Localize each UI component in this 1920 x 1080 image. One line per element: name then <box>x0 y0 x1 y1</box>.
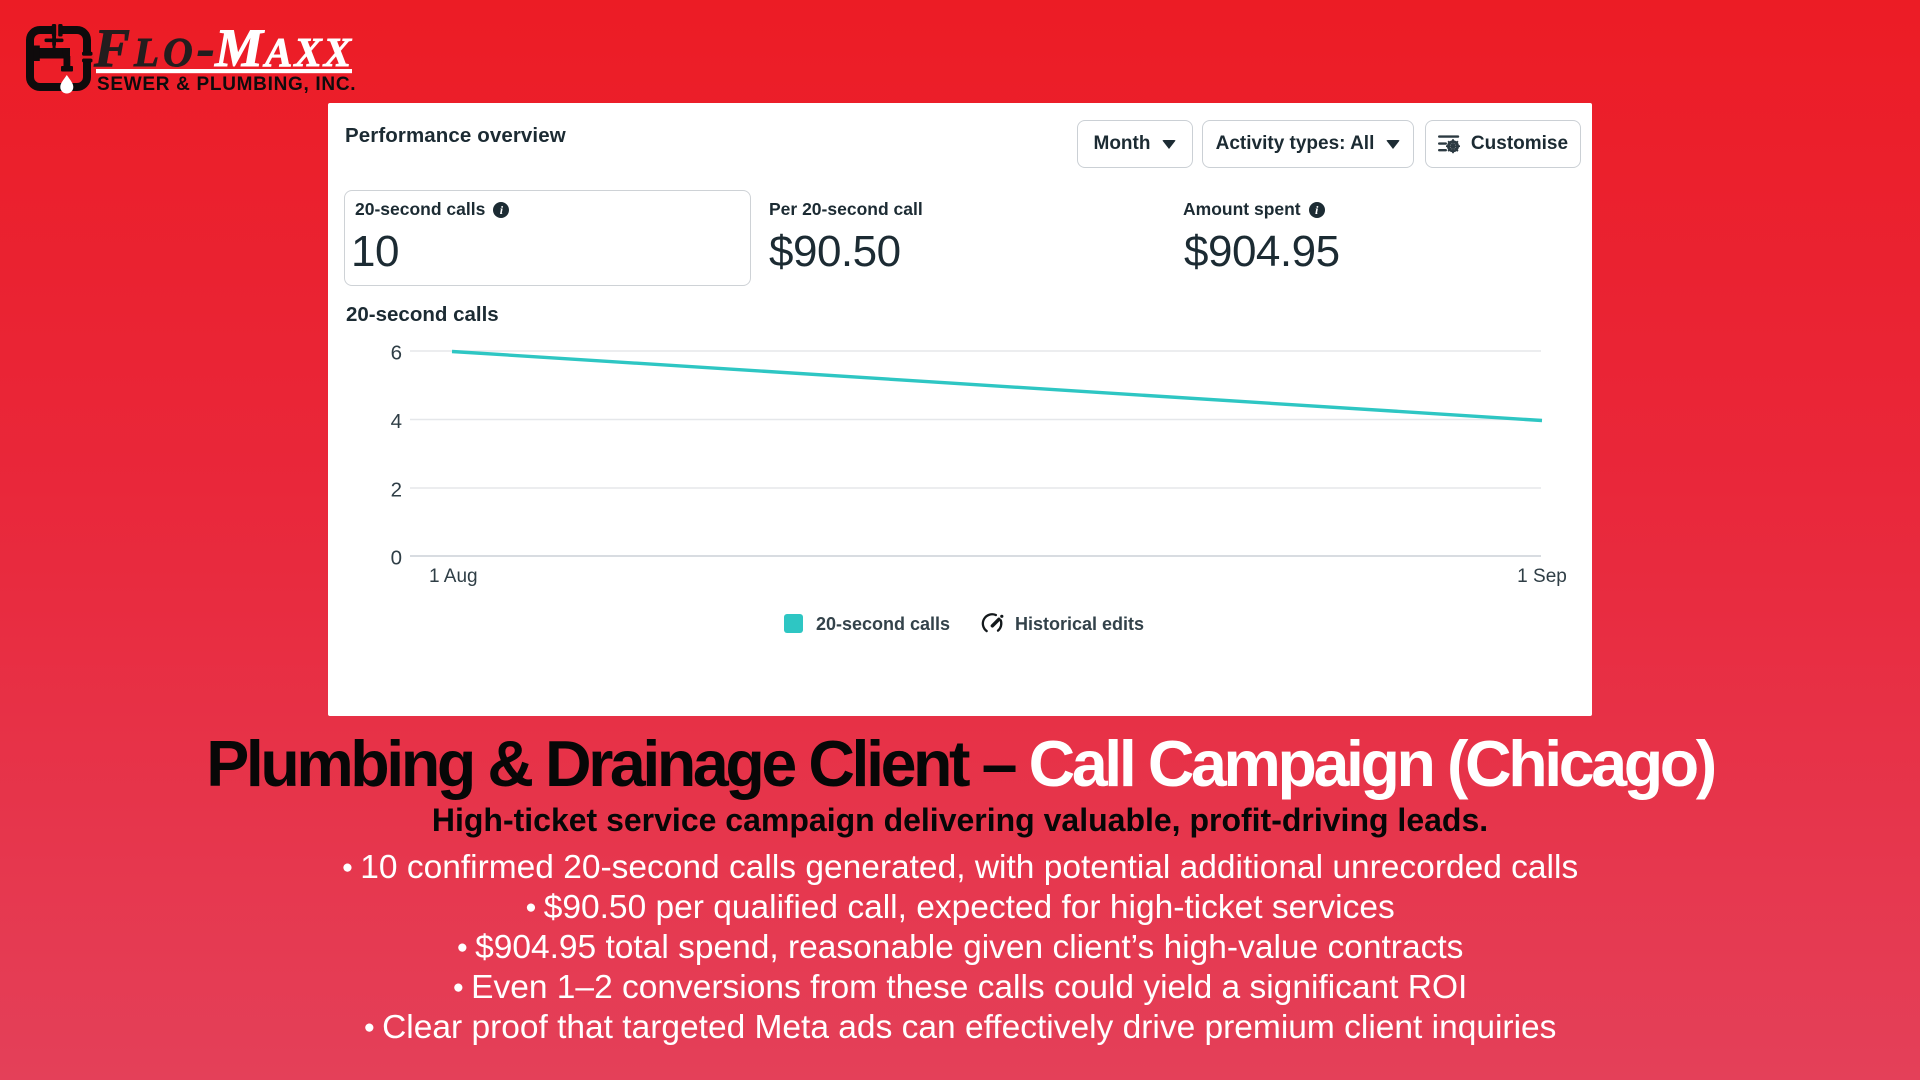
svg-text:2: 2 <box>391 479 402 502</box>
svg-text:6: 6 <box>391 342 402 365</box>
svg-text:SEWER & PLUMBING, INC.: SEWER & PLUMBING, INC. <box>97 74 356 95</box>
svg-text:0: 0 <box>391 547 402 570</box>
svg-text:1 Aug: 1 Aug <box>429 566 478 587</box>
svg-text:1 Sep: 1 Sep <box>1517 566 1567 587</box>
svg-text:20-second calls: 20-second calls <box>816 614 950 634</box>
svg-text:Historical edits: Historical edits <box>1015 614 1144 634</box>
svg-text:4: 4 <box>391 410 402 433</box>
